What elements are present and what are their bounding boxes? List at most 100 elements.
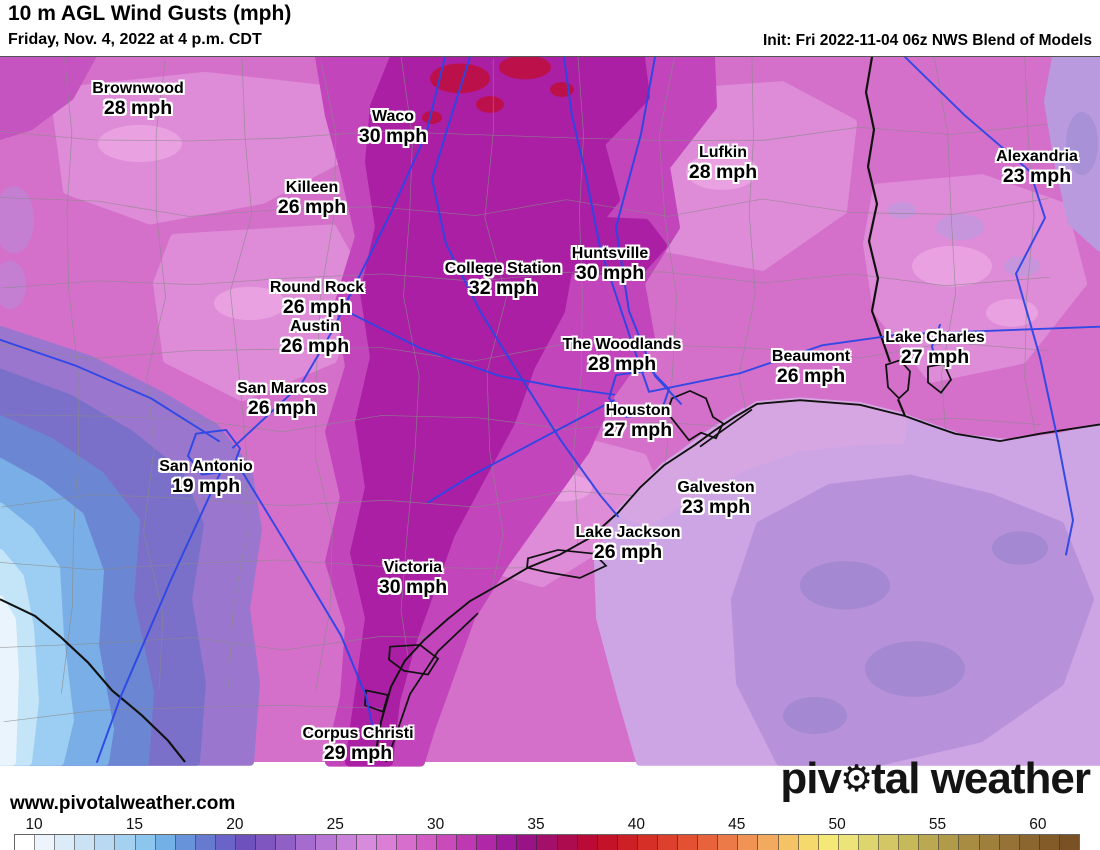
rivers-highways [0, 57, 1100, 763]
colorbar-cell [376, 835, 397, 850]
station-gust-value: 26 mph [247, 397, 317, 419]
colorbar-cell [778, 835, 799, 850]
colorbar-tick-label: 55 [928, 816, 947, 833]
colorbar-tick-label: 25 [326, 816, 344, 833]
station-gust-value: 29 mph [323, 742, 393, 764]
station-gust-value: 26 mph [277, 196, 347, 218]
station-name: Victoria [383, 559, 443, 576]
station-gust-value: 30 mph [575, 262, 645, 284]
station-name: Lake Jackson [575, 524, 681, 541]
coastline [373, 399, 1100, 763]
station-gust-value: 28 mph [688, 161, 758, 183]
wind-gust-map: Brownwood 28 mph Waco 30 mph Killeen 26 mph Lu… [0, 57, 1100, 815]
colorbar-tick-label: 60 [1029, 816, 1047, 833]
station-name: Austin [290, 318, 340, 335]
colorbar-cell [557, 835, 578, 850]
colorbar-cell [999, 835, 1020, 850]
colorbar-cell [959, 835, 980, 850]
station-label: Killeen 26 mph [278, 179, 346, 218]
colorbar-footer: 10 15 20 25 30 35 40 45 50 55 60 [0, 815, 1100, 850]
colorbar-cell [979, 835, 1000, 850]
colorbar-cell [95, 835, 116, 850]
station-name: Waco [371, 108, 415, 125]
colorbar-cell [838, 835, 859, 850]
station-name: Corpus Christi [302, 725, 414, 742]
station-name: San Marcos [237, 380, 327, 397]
colorbar-cell [617, 835, 638, 850]
colorbar-cell [356, 835, 377, 850]
colorbar-cell [698, 835, 719, 850]
station-gust-value: 23 mph [1002, 165, 1072, 187]
station-label: Austin 26 mph [281, 318, 349, 357]
colorbar-cell [396, 835, 417, 850]
station-gust-value: 27 mph [900, 346, 970, 368]
station-name: The Woodlands [562, 336, 682, 353]
colorbar-cell [276, 835, 297, 850]
colorbar-cell [798, 835, 819, 850]
colorbar-tick-label: 45 [728, 816, 746, 833]
light-pink-patches [0, 57, 1087, 588]
gear-icon: ⚙ [839, 758, 873, 799]
station-label: Beaumont 26 mph [772, 348, 850, 387]
high-gust-region [315, 57, 717, 767]
station-name: Huntsville [571, 245, 649, 262]
logo-text-right: tal weather [871, 754, 1091, 803]
station-label: Houston 27 mph [604, 402, 672, 441]
valid-time-label: Friday, Nov. 4, 2022 at 4 p.m. CDT [8, 31, 262, 48]
station-gust-value: 26 mph [280, 335, 350, 357]
colorbar-cell [115, 835, 136, 850]
map-header: 10 m AGL Wind Gusts (mph) Friday, Nov. 4… [0, 0, 1100, 57]
station-gust-value: 27 mph [603, 419, 673, 441]
station-name: Round Rock [269, 279, 365, 296]
station-name: Alexandria [996, 148, 1078, 165]
station-label: The Woodlands 28 mph [563, 336, 682, 375]
colorbar-tick-label: 15 [125, 816, 144, 833]
station-gust-value: 30 mph [358, 125, 428, 147]
station-name: Brownwood [92, 80, 184, 97]
colorbar-cell [858, 835, 880, 850]
station-label: Victoria 30 mph [379, 559, 447, 598]
colorbar-cell [637, 835, 658, 850]
colorbar-cell [497, 835, 518, 850]
colorbar-tick-label: 50 [828, 816, 846, 833]
model-init-label: Init: Fri 2022-11-04 06z NWS Blend of Mo… [762, 32, 1092, 49]
colorbar-cell [537, 835, 558, 850]
station-gust-value: 30 mph [378, 576, 448, 598]
colorbar-cell [155, 835, 176, 850]
colorbar-cell [517, 835, 538, 850]
pivotal-weather-logo: piv ⚙ tal weather [780, 754, 1091, 803]
watermark: www.pivotalweather.com [10, 793, 236, 814]
station-label: Waco 30 mph [359, 108, 427, 147]
colorbar-cell [256, 835, 277, 850]
station-gust-value: 26 mph [282, 296, 352, 318]
colorbar-cell [457, 835, 478, 850]
colorbar-cell [718, 835, 739, 850]
colorbar-cell [919, 835, 940, 850]
colorbar-cell [939, 835, 960, 850]
station-label: Corpus Christi 29 mph [302, 725, 413, 764]
colorbar-cell [215, 835, 237, 850]
colorbar-cell [879, 835, 900, 850]
colorbar-tick-label: 10 [25, 816, 43, 833]
station-gust-value: 28 mph [587, 353, 657, 375]
station-gust-value: 23 mph [681, 496, 751, 518]
station-label: Galveston 23 mph [677, 479, 754, 518]
colorbar-cell [758, 835, 779, 850]
station-gust-value: 19 mph [171, 475, 241, 497]
station-gust-value: 26 mph [776, 365, 846, 387]
rio-grande-border [0, 598, 186, 763]
colorbar-cell [1039, 835, 1060, 850]
station-label: Round Rock 26 mph [270, 279, 364, 318]
station-gust-value: 32 mph [468, 277, 538, 299]
colorbar-cell [15, 835, 36, 850]
colorbar-cell [899, 835, 920, 850]
station-name: Lake Charles [885, 329, 985, 346]
station-name: Killeen [285, 179, 339, 196]
colorbar-cell [316, 835, 337, 850]
station-label: Huntsville 30 mph [572, 245, 648, 284]
colorbar-cell [135, 835, 156, 850]
station-label: College Station 32 mph [445, 260, 561, 299]
gulf-region [594, 397, 1100, 766]
colorbar-cell [658, 835, 679, 850]
colorbar-cell [55, 835, 76, 850]
